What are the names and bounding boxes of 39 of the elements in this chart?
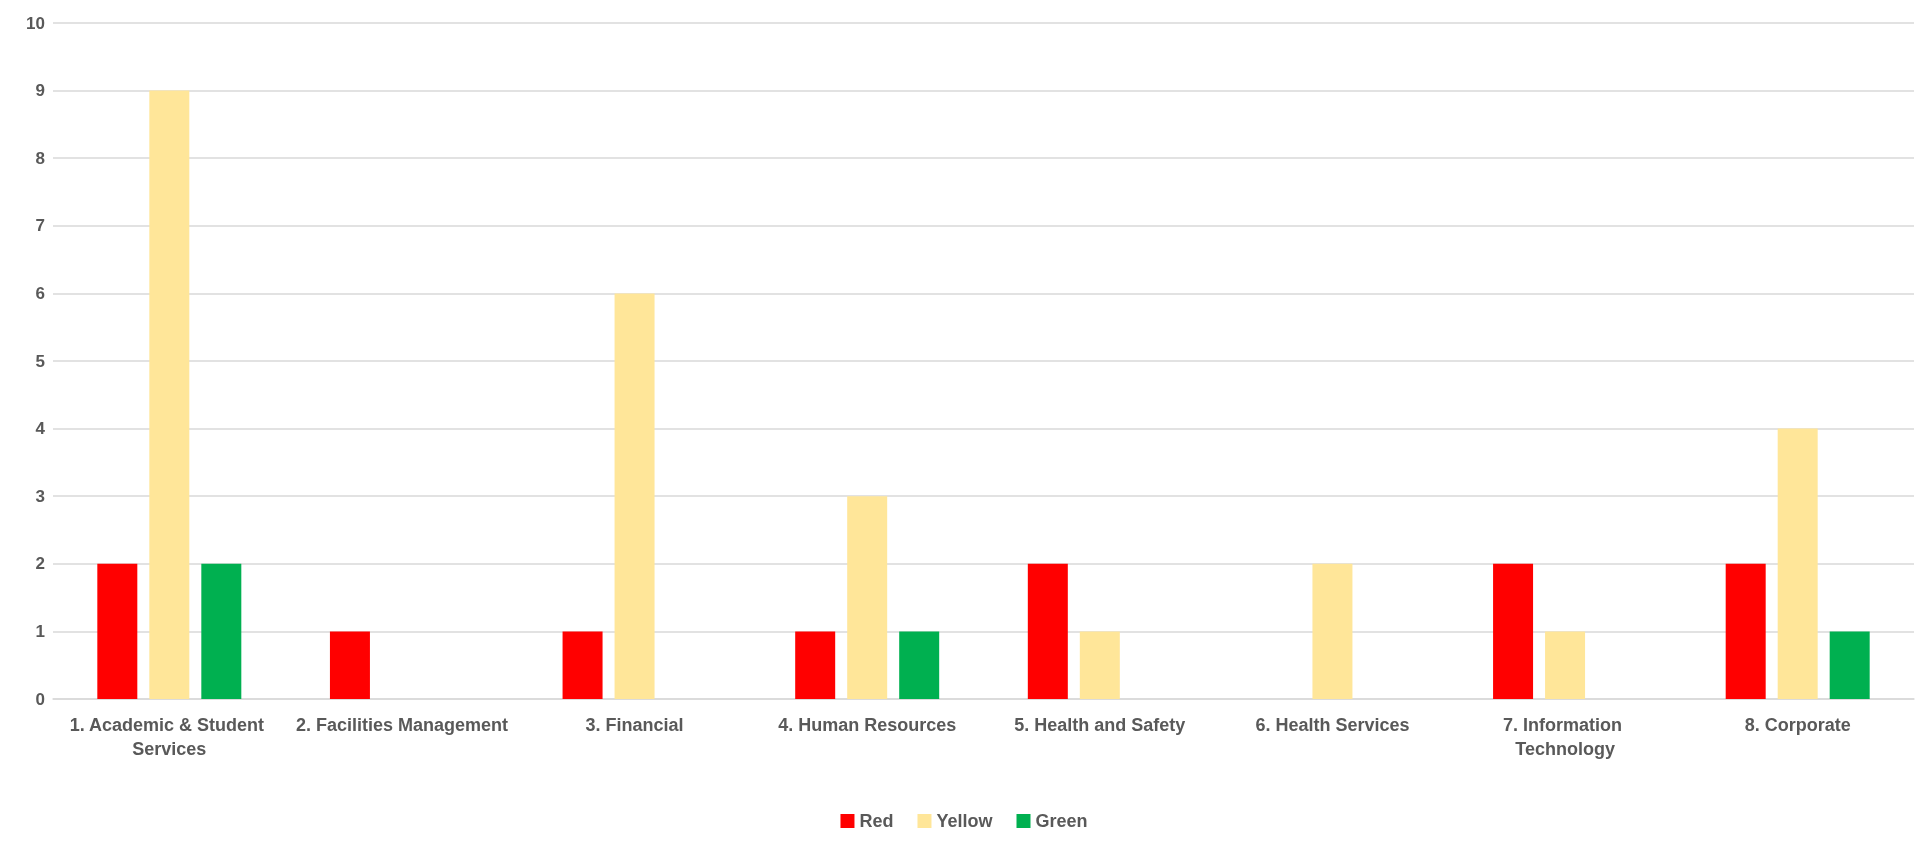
bar	[1312, 563, 1353, 699]
x-tick-label: 8. Corporate	[1744, 715, 1851, 735]
y-tick-label: 10	[26, 13, 45, 33]
y-tick-label: 8	[35, 148, 45, 168]
y-tick-label: 7	[35, 216, 45, 236]
y-tick-label: 0	[35, 689, 45, 709]
bar	[329, 631, 370, 699]
legend-label: Yellow	[936, 811, 994, 831]
y-tick-label: 4	[35, 419, 46, 439]
bar	[201, 563, 242, 699]
bar	[1079, 631, 1120, 699]
x-tick-label: 6. Health Services	[1255, 715, 1410, 735]
bar	[614, 293, 655, 699]
y-tick-label: 3	[35, 486, 45, 506]
y-tick-label: 9	[35, 81, 45, 101]
bar	[899, 631, 940, 699]
x-tick-label: 1. Academic & Student Services	[69, 715, 270, 759]
x-tick-label: 4. Human Resources	[778, 715, 957, 735]
bar	[1027, 563, 1068, 699]
x-tick-label: 2. Facilities Management	[295, 715, 508, 735]
x-tick-label: 3. Financial	[585, 715, 684, 735]
y-tick-label: 2	[35, 554, 45, 574]
legend-label: Red	[859, 811, 894, 831]
bar	[149, 90, 190, 699]
y-tick-label: 5	[35, 351, 45, 371]
y-tick-label: 6	[35, 283, 45, 303]
bar	[1777, 428, 1818, 699]
bar	[1545, 631, 1586, 699]
legend-label: Green	[1035, 811, 1088, 831]
x-tick-label: 7. Information Technology	[1503, 715, 1628, 759]
bar	[795, 631, 836, 699]
bar	[562, 631, 603, 699]
x-tick-label: 5. Health and Safety	[1014, 715, 1186, 735]
bar	[1493, 563, 1534, 699]
y-tick-label: 1	[35, 621, 45, 641]
bar	[1725, 563, 1766, 699]
bar	[1829, 631, 1870, 699]
bar	[847, 496, 888, 699]
bar	[97, 563, 138, 699]
